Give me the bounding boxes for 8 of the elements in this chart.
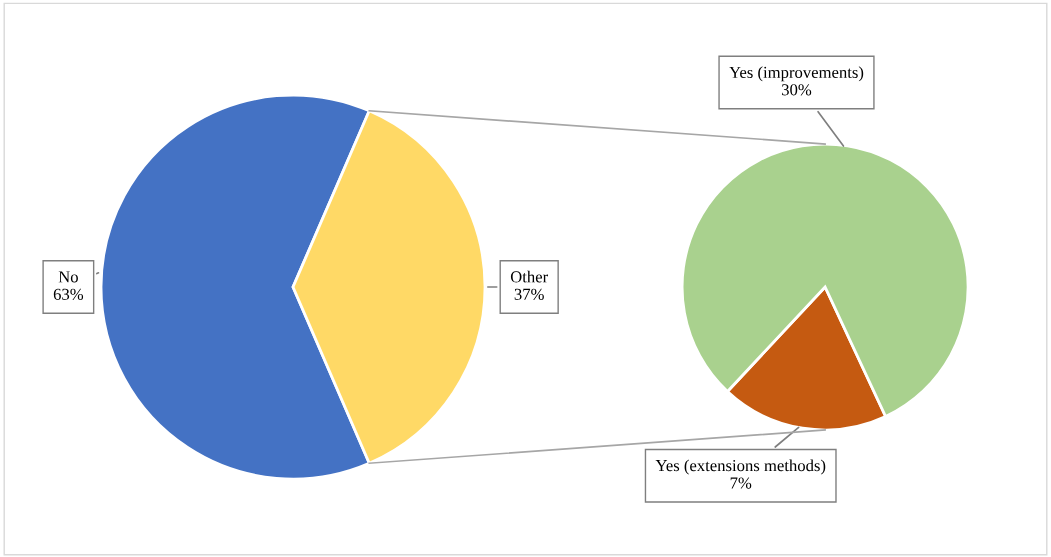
data-label: 37% [514,288,544,300]
slice-label: No [58,271,78,283]
data-label: 63% [53,288,84,300]
data-label: 7% [730,477,752,489]
slice-label: Yes (extensions methods) [655,459,826,475]
slice-label: Yes (improvements) [729,66,864,82]
slice-label: Other [510,270,548,283]
data-label: 30% [782,84,812,96]
